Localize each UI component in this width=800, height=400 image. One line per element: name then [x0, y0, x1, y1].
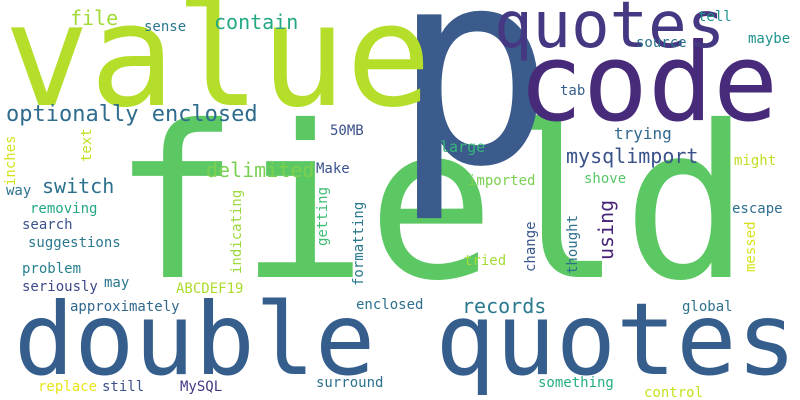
word-messed: messed: [743, 221, 759, 272]
word-text: text: [79, 128, 95, 162]
word-may: may: [104, 275, 130, 291]
word-code: code: [518, 21, 779, 146]
word-removing: removing: [30, 201, 98, 217]
word-inches: inches: [3, 135, 19, 186]
word-file: file: [70, 6, 119, 30]
word-sense: sense: [144, 19, 187, 35]
word-50mb: 50MB: [330, 123, 364, 139]
word-approximately: approximately: [70, 299, 180, 315]
word-might: might: [734, 153, 777, 169]
word-suggestions: suggestions: [28, 235, 121, 251]
word-maybe: maybe: [748, 31, 791, 47]
word-escape: escape: [732, 201, 783, 217]
word-enclosed: enclosed: [356, 297, 424, 313]
word-using: using: [594, 199, 618, 260]
word-large: large: [440, 138, 486, 156]
word-trying: trying: [614, 124, 672, 143]
word-global: global: [682, 299, 733, 315]
word-make: Make: [316, 161, 350, 177]
word-problem: problem: [22, 261, 82, 277]
word-p: p: [392, 0, 555, 226]
word-switch: switch: [42, 174, 115, 198]
word-way: way: [6, 183, 32, 199]
word-tab: tab: [560, 83, 586, 99]
word-still: still: [102, 379, 145, 395]
word-thought: thought: [565, 214, 581, 274]
word-source: source: [636, 35, 687, 51]
word-delimited: delimited: [206, 158, 315, 182]
word-search: search: [22, 217, 73, 233]
word-imported: imported: [468, 173, 536, 189]
word-replace: replace: [38, 379, 98, 395]
word-formatting: formatting: [351, 201, 367, 286]
word-change: change: [523, 221, 539, 272]
word-indicating: indicating: [229, 189, 245, 274]
word-double-quotes: double quotes: [14, 281, 797, 398]
word-getting: getting: [315, 186, 331, 246]
word-quotes: quotes: [494, 0, 726, 63]
word-abcdef19: ABCDEF19: [176, 281, 244, 297]
word-seriously: seriously: [22, 279, 98, 295]
word-surround: surround: [316, 375, 384, 391]
word-shove: shove: [584, 171, 627, 187]
word-control: control: [644, 385, 704, 400]
word-field: field: [112, 80, 751, 327]
word-records: records: [462, 294, 547, 318]
word-mysql: MySQL: [180, 379, 223, 395]
word-tried: tried: [464, 253, 507, 269]
word-optionally-enclosed: optionally enclosed: [6, 102, 258, 127]
word-tell: tell: [698, 9, 732, 25]
word-something: something: [538, 375, 614, 391]
word-value: value: [4, 0, 432, 139]
word-contain: contain: [214, 10, 299, 34]
word-mysqlimport: mysqlimport: [566, 144, 699, 168]
